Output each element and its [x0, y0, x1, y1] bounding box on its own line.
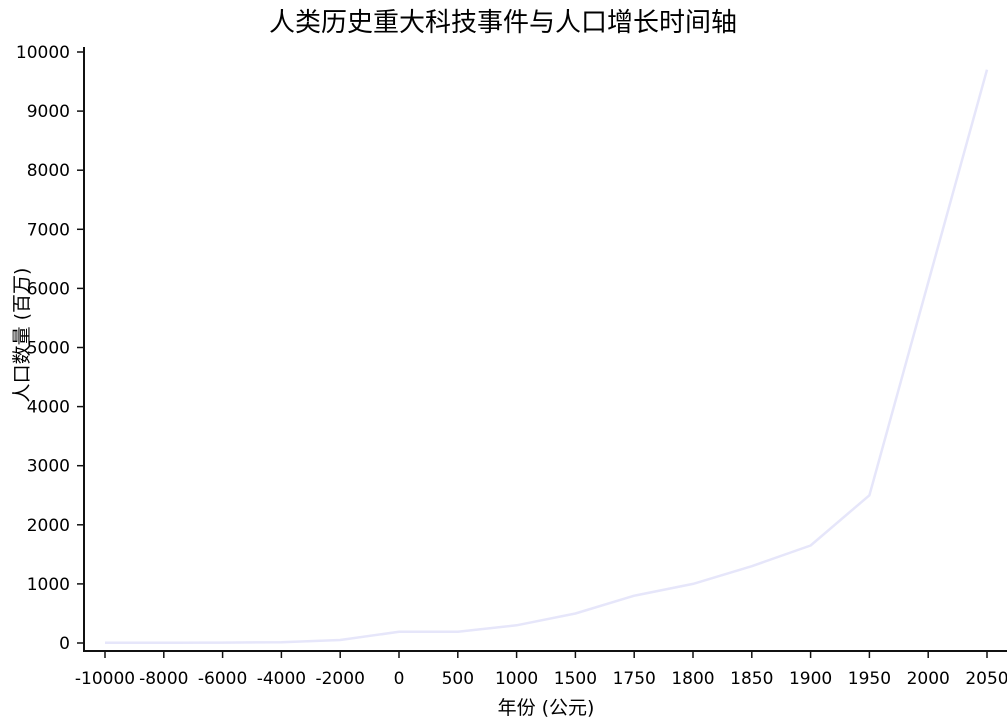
y-tick-label: 5000 — [27, 339, 70, 359]
y-tick-label: 3000 — [27, 457, 70, 477]
x-tick-label: 500 — [442, 669, 474, 689]
y-tick-label: 8000 — [27, 161, 70, 181]
x-tick-label: 0 — [394, 669, 405, 689]
y-axis-label: 人口数量 (百万) — [11, 268, 33, 403]
y-tick-label: 6000 — [27, 279, 70, 299]
x-tick-label: -6000 — [198, 669, 247, 689]
x-tick-label: -2000 — [315, 669, 364, 689]
population-series-line — [104, 69, 989, 645]
x-axis-label: 年份 (公元) — [498, 697, 595, 717]
y-tick-label: 1000 — [27, 575, 70, 595]
x-tick-label: 1900 — [789, 669, 832, 689]
x-tick-label: 1750 — [613, 669, 656, 689]
x-tick-label: -4000 — [257, 669, 306, 689]
y-tick-label: 10000 — [16, 43, 70, 63]
x-tick-label: 1800 — [671, 669, 714, 689]
y-tick-label: 7000 — [27, 220, 70, 240]
x-tick-label: 1950 — [848, 669, 891, 689]
x-tick-label: -10000 — [75, 669, 135, 689]
x-tick-label: -8000 — [139, 669, 188, 689]
x-tick-label: 1850 — [730, 669, 773, 689]
x-tick-label: 1500 — [554, 669, 597, 689]
y-tick-label: 0 — [59, 634, 70, 654]
x-axis-ticks: -10000 -8000 -6000 -4000 -2000 0 500 1000 1500 17… — [75, 651, 1007, 689]
y-tick-label: 4000 — [27, 398, 70, 418]
y-tick-label: 2000 — [27, 516, 70, 536]
y-tick-label: 9000 — [27, 102, 70, 122]
chart-title: 人类历史重大科技事件与人口增长时间轴 — [269, 8, 737, 38]
x-tick-label: 2050 — [965, 669, 1007, 689]
y-axis-ticks: 0 1000 2000 3000 4000 5000 6000 7000 8000 9000 100… — [16, 43, 84, 654]
x-tick-label: 2000 — [907, 669, 950, 689]
x-tick-label: 1000 — [495, 669, 538, 689]
